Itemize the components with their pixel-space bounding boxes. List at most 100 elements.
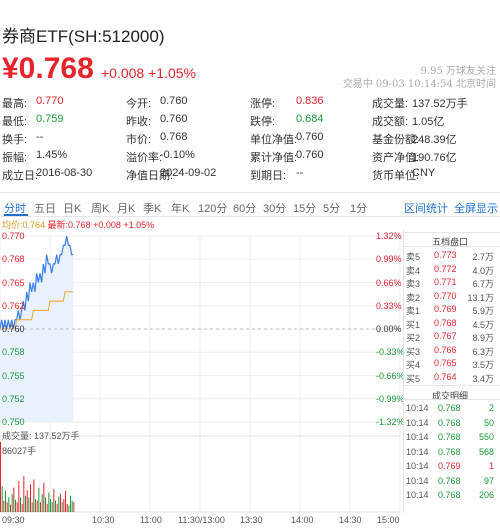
order-book-volume: 3.4万	[472, 373, 494, 384]
tab-5[interactable]: 季K	[143, 203, 162, 215]
y-tick-price: 0.760	[2, 324, 25, 334]
range-stats-link[interactable]: 区间统计	[404, 203, 448, 215]
page-title: 券商ETF(SH:512000)	[2, 27, 165, 46]
order-book-row: 买3 0.766 6.3万	[406, 344, 498, 357]
tab-0[interactable]: 分时	[4, 203, 26, 215]
stat-label: 累计净值:	[250, 152, 298, 164]
followers-count[interactable]: 9.95 万球友关注	[420, 66, 496, 77]
stat-label: 市价:	[126, 134, 152, 146]
order-book-label: 买5	[406, 373, 421, 384]
stat-value: -0.10%	[160, 149, 195, 161]
tab-10[interactable]: 15分	[293, 203, 317, 215]
order-book-row: 卖1 0.769 5.9万	[406, 303, 498, 316]
y-tick-percent: -0.66%	[376, 370, 405, 381]
trade-price: 0.768	[438, 446, 461, 457]
stat-value: 190.76亿	[412, 152, 457, 164]
y-tick-percent: -1.32%	[376, 417, 405, 427]
order-book-price: 0.764	[434, 371, 457, 382]
panel-divider	[404, 399, 500, 400]
stat-label: 货币单位:	[372, 170, 420, 182]
tab-11[interactable]: 5分	[323, 203, 341, 215]
order-book-volume: 3.5万	[472, 360, 494, 370]
trade-volume: 206	[478, 490, 494, 500]
stat-label: 换手:	[2, 134, 28, 146]
stat-value: 2016-08-30	[36, 167, 93, 179]
tab-2[interactable]: 日K	[63, 203, 82, 215]
stat-label: 成交额:	[372, 116, 409, 128]
volume-bar	[40, 502, 41, 512]
volume-bar	[55, 500, 56, 512]
order-book-label: 卖4	[406, 265, 421, 276]
order-book-label: 买4	[406, 360, 421, 370]
trade-price: 0.769	[438, 461, 461, 471]
volume-bar	[18, 481, 20, 512]
y-tick-percent: 0.33%	[376, 300, 402, 311]
order-book-row: 买1 0.768 4.5万	[406, 317, 498, 330]
tab-9[interactable]: 30分	[263, 203, 287, 215]
trade-status: 交易中 09-03 10:14:54 北京时间	[342, 79, 496, 90]
stats-row: 成立日: 2016-08-30 净值日期: 2024-09-02 到期日: -- 货币单位:…	[0, 164, 500, 182]
volume-bar	[21, 503, 23, 512]
x-tick-time: 11:00	[140, 515, 162, 525]
volume-bar	[10, 504, 11, 512]
stat-value: 1.05亿	[412, 116, 445, 128]
stats-row: 最低: 0.759 昨收: 0.760 跌停: 0.684 成交额: 1.05亿	[0, 110, 500, 128]
volume-bar	[26, 490, 28, 512]
intraday-chart[interactable]	[0, 230, 402, 530]
trade-row: 10:14 0.768 206	[406, 489, 498, 503]
active-tab-indicator	[4, 214, 28, 216]
trade-time: 10:14	[406, 475, 429, 486]
avg-price-legend: 均价:0.764	[2, 220, 46, 230]
tab-12[interactable]: 1分	[350, 203, 368, 215]
tab-7[interactable]: 120分	[198, 203, 228, 215]
tab-3[interactable]: 周K	[91, 203, 110, 215]
tab-6[interactable]: 年K	[171, 203, 190, 215]
order-book-label: 买3	[406, 346, 421, 357]
volume-bar	[61, 502, 63, 512]
trade-time: 10:14	[406, 490, 429, 500]
stat-label: 涨停:	[250, 98, 276, 110]
trade-volume: 2	[488, 403, 494, 413]
trade-row: 10:14 0.768 97	[406, 475, 498, 489]
stat-value: 137.52万手	[412, 98, 468, 110]
volume-bar	[28, 497, 30, 512]
order-book-volume: 4.0万	[472, 265, 494, 276]
stat-label: 昨收:	[126, 116, 152, 128]
volume-bar	[33, 479, 35, 512]
order-book-label: 卖3	[406, 279, 421, 289]
stat-value: 248.39亿	[412, 134, 457, 146]
tab-1[interactable]: 五日	[34, 203, 56, 215]
stat-label: 最高:	[2, 98, 28, 110]
volume-bar	[56, 503, 58, 512]
x-tick-time: 14:30	[339, 515, 362, 525]
volume-bar	[6, 502, 8, 512]
x-tick-time: 10:30	[92, 515, 115, 525]
stat-label: 成立日:	[2, 170, 39, 182]
x-tick-time: 11:30/13:00	[178, 515, 225, 525]
stat-label: 基金份额:	[372, 134, 420, 146]
trade-row: 10:14 0.768 568	[406, 446, 498, 460]
y-tick-price: 0.755	[2, 370, 25, 381]
x-tick-time: 14:00	[291, 515, 314, 525]
x-tick-time: 15:00	[377, 515, 400, 525]
y-tick-percent: -0.99%	[376, 393, 405, 404]
trade-volume: 568	[478, 446, 494, 457]
volume-bar	[51, 502, 53, 512]
order-book-label: 买2	[406, 333, 421, 343]
volume-bar	[1, 485, 3, 512]
tab-8[interactable]: 60分	[233, 203, 257, 215]
x-tick-time: 13:30	[240, 515, 263, 525]
order-book-volume: 8.9万	[472, 333, 494, 343]
order-book-volume: 2.7万	[472, 252, 494, 262]
trade-volume: 550	[478, 432, 494, 442]
tab-4[interactable]: 月K	[117, 203, 136, 215]
y-tick-price: 0.762	[2, 300, 25, 311]
volume-bar	[13, 487, 15, 512]
stat-label: 跌停:	[250, 116, 276, 128]
trade-row: 10:14 0.768 550	[406, 431, 498, 445]
trade-price: 0.768	[438, 403, 461, 413]
volume-bar	[46, 503, 48, 512]
fullscreen-link[interactable]: 全屏显示	[454, 203, 498, 215]
panel-divider	[404, 232, 500, 233]
trade-price: 0.768	[438, 417, 461, 428]
